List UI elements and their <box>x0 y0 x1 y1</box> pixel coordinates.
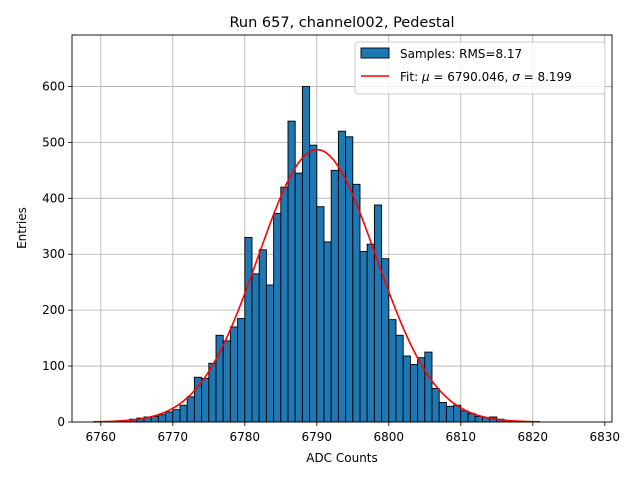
x-tick-label: 6770 <box>158 430 189 444</box>
histogram-bar <box>409 363 419 423</box>
chart-title: Run 657, channel002, Pedestal <box>229 15 454 31</box>
plot-frame <box>71 34 613 423</box>
y-tick-label: 0 <box>57 415 65 429</box>
histogram-bar <box>402 355 411 423</box>
histogram-bar <box>165 411 174 423</box>
legend-samples-swatch <box>360 47 390 59</box>
histogram-bar <box>273 212 282 423</box>
x-tick-label: 6780 <box>230 430 261 444</box>
histogram-bar <box>359 250 368 423</box>
histogram-bar <box>323 241 332 423</box>
histogram-bar <box>474 415 483 423</box>
histogram-bar <box>222 340 231 423</box>
y-tick-label: 300 <box>42 247 65 261</box>
histogram-bar <box>179 404 188 423</box>
histogram-bar <box>229 326 239 423</box>
histogram-bar <box>330 169 339 423</box>
histogram-bar <box>294 172 303 423</box>
x-tick-label: 6820 <box>518 430 549 444</box>
x-axis-label: ADC Counts <box>306 451 378 465</box>
histogram-bar <box>337 130 347 423</box>
histogram-bar <box>265 284 275 423</box>
histogram-bar <box>424 351 433 423</box>
histogram-bar <box>438 401 447 423</box>
histogram-bar <box>186 396 195 423</box>
histogram-bar <box>395 334 404 423</box>
histogram-bar <box>157 414 167 423</box>
histogram-bar <box>345 136 354 423</box>
y-tick-label: 100 <box>42 359 65 373</box>
x-tick-label: 6790 <box>302 430 333 444</box>
x-tick-label: 6830 <box>590 430 621 444</box>
histogram-bar <box>445 405 455 423</box>
y-tick-label: 200 <box>42 303 65 317</box>
x-tick-label: 6800 <box>374 430 405 444</box>
legend-fit-label: Fit: μ = 6790.046, σ = 8.199 <box>400 70 572 84</box>
histogram-bar <box>201 377 210 423</box>
histogram-bar <box>237 318 246 423</box>
legend: Samples: RMS=8.17 Fit: μ = 6790.046, σ =… <box>354 41 606 95</box>
histogram-bar <box>366 243 375 423</box>
histogram-bar <box>280 186 289 423</box>
legend-box <box>354 41 606 95</box>
y-tick-label: 400 <box>42 191 65 205</box>
y-tick-label: 500 <box>42 135 65 149</box>
x-tick-label: 6810 <box>446 430 477 444</box>
y-tick-label: 600 <box>42 79 65 93</box>
histogram-bar <box>251 273 260 423</box>
histogram-bar <box>388 319 397 423</box>
histogram-bar <box>208 362 217 423</box>
x-axis: 6760 6770 6780 6790 6800 6810 6820 6830 <box>86 422 621 444</box>
y-axis-label: Entries <box>15 207 29 249</box>
histogram-bar <box>172 409 181 423</box>
fit-curve <box>93 148 541 423</box>
legend-samples-label: Samples: RMS=8.17 <box>400 47 522 61</box>
histogram-bar <box>352 183 361 423</box>
histogram-bar <box>244 236 253 423</box>
histogram-bar <box>301 86 311 423</box>
histogram-bar <box>373 204 383 423</box>
histogram-bar <box>309 144 318 423</box>
histogram-bar <box>460 410 469 423</box>
x-tick-label: 6760 <box>86 430 117 444</box>
y-axis: 0 100 200 300 400 500 600 <box>42 79 72 429</box>
histogram-bar <box>316 206 325 423</box>
histogram-bar <box>258 249 267 423</box>
histogram-bar <box>287 120 296 423</box>
histogram-bar <box>431 387 440 423</box>
